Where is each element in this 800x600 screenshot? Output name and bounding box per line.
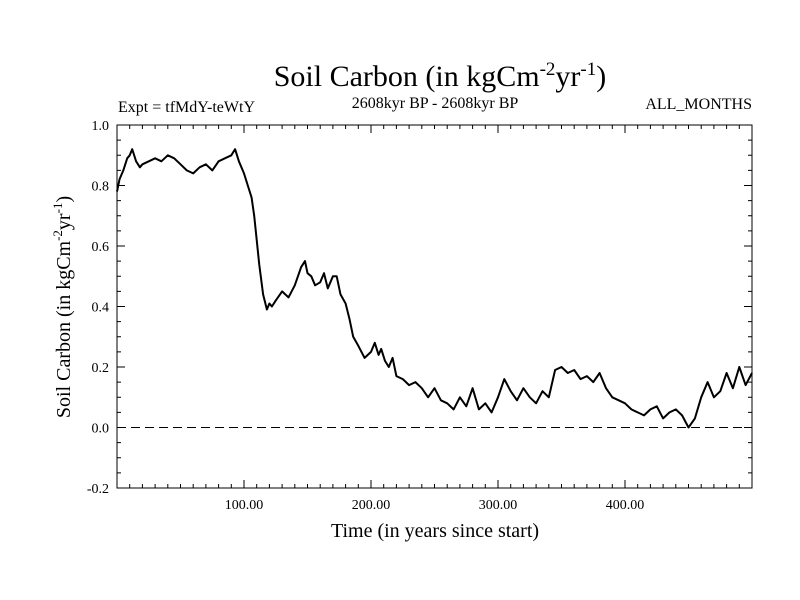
subtitle-months: ALL_MONTHS: [645, 96, 752, 113]
plot-frame: [116, 124, 753, 489]
series-line-soil-carbon: [116, 148, 753, 429]
x-tick-label: 100.00: [225, 498, 264, 513]
subtitle-period: 2608kyr BP - 2608kyr BP: [352, 95, 519, 112]
y-tick-label: 0.0: [92, 422, 110, 437]
x-tick-label: 200.00: [352, 498, 391, 513]
y-tick-label: -0.2: [87, 482, 109, 497]
y-tick-label: 0.8: [92, 180, 110, 195]
y-tick-label: 1.0: [92, 119, 110, 134]
chart-title: Soil Carbon (in kgCm-2yr-1): [274, 59, 607, 93]
x-tick-label: 400.00: [606, 498, 645, 513]
x-tick-label: 300.00: [479, 498, 518, 513]
subtitle-experiment: Expt = tfMdY-teWtY: [118, 99, 255, 116]
x-axis-label: Time (in years since start): [331, 520, 539, 542]
y-tick-label: 0.6: [92, 240, 110, 255]
plot-area: [116, 124, 753, 489]
x-axis: 100.00 200.00 300.00 400.00: [129, 125, 740, 513]
y-axis-label: Soil Carbon (in kgCm-2yr-1): [50, 196, 75, 418]
y-tick-label: 0.4: [92, 301, 110, 316]
y-tick-label: 0.2: [92, 361, 110, 376]
y-axis: -0.2 0.0 0.2 0.4 0.6 0.8 1.0: [87, 119, 752, 497]
